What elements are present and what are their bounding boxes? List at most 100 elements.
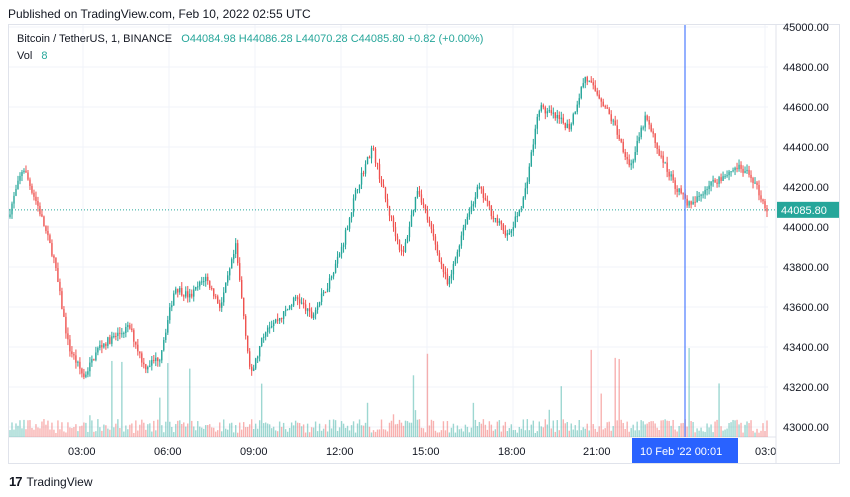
- volume-bar: [444, 430, 447, 437]
- volume-bar: [642, 421, 644, 437]
- candle-body: [616, 125, 618, 135]
- candle-body: [330, 276, 333, 279]
- volume-bar: [694, 432, 696, 437]
- candle-body: [450, 274, 453, 279]
- candle-body: [698, 195, 700, 197]
- volume-bar: [95, 431, 97, 437]
- candle-body: [408, 226, 411, 238]
- candle-body: [468, 211, 471, 217]
- volume-bar: [632, 424, 634, 437]
- volume-bar: [268, 424, 271, 437]
- candle-body: [250, 366, 253, 371]
- volume-bar: [758, 432, 760, 437]
- candle-body: [540, 105, 542, 111]
- volume-bar: [215, 431, 217, 437]
- candle-body: [372, 148, 375, 150]
- candle-body: [510, 230, 513, 234]
- volume-bar: [147, 424, 149, 437]
- volume-bar: [418, 419, 421, 437]
- volume-bar: [338, 427, 341, 437]
- candle-body: [744, 171, 746, 173]
- candle-body: [652, 131, 654, 134]
- x-tick-label: 21:00: [583, 446, 611, 458]
- candle-body: [572, 114, 574, 124]
- volume-bar: [652, 421, 654, 437]
- volume-bar: [744, 424, 746, 437]
- volume-bar: [390, 420, 393, 437]
- volume-bar: [348, 430, 351, 437]
- candle-body: [614, 120, 616, 126]
- candle-body: [278, 317, 281, 321]
- candle-body: [650, 124, 652, 132]
- candle-body: [193, 289, 195, 297]
- volume-bar: [506, 431, 509, 437]
- y-tick-label: 43000.00: [783, 422, 829, 434]
- volume-bar: [524, 430, 527, 437]
- volume-bar: [187, 423, 189, 437]
- candle-body: [71, 351, 73, 355]
- volume-bar: [382, 429, 385, 437]
- candle-body: [604, 106, 606, 108]
- candle-body: [368, 156, 371, 159]
- candle-body: [344, 230, 347, 245]
- volume-bar: [566, 422, 568, 437]
- candle-body: [145, 364, 147, 370]
- volume-bar: [700, 427, 702, 437]
- volume-bar: [85, 422, 87, 437]
- volume-bar: [526, 419, 529, 437]
- volume-bar: [574, 425, 576, 437]
- candle-body: [11, 203, 13, 215]
- volume-bar: [155, 430, 157, 437]
- candle-body: [374, 148, 377, 163]
- volume-bar: [402, 425, 405, 437]
- candle-body: [119, 332, 121, 334]
- candle-body: [346, 228, 349, 231]
- candle-body: [612, 120, 614, 122]
- candle-body: [626, 156, 628, 160]
- candle-body: [179, 288, 181, 293]
- volume-bar: [400, 422, 403, 437]
- volume-bar: [209, 424, 211, 437]
- volume-bar: [766, 420, 768, 437]
- volume-bar: [67, 422, 69, 437]
- candle-body: [576, 104, 578, 112]
- candle-body: [386, 198, 389, 207]
- volume-bar: [282, 422, 285, 437]
- volume-bar: [520, 428, 523, 437]
- candle-body: [494, 218, 497, 220]
- tradingview-logo[interactable]: 17 TradingView: [9, 474, 93, 489]
- candle-body: [402, 250, 405, 252]
- volume-bar: [736, 419, 738, 437]
- candle-body: [620, 139, 622, 142]
- candle-body: [764, 201, 766, 209]
- candle-body: [240, 279, 243, 298]
- volume-bar: [616, 420, 618, 437]
- crosshair-time-label: 10 Feb '22 00:01: [640, 446, 722, 458]
- volume-bar: [288, 427, 291, 437]
- volume-bar: [376, 429, 379, 437]
- candle-body: [292, 297, 295, 306]
- volume-bar: [764, 430, 766, 437]
- volume-bar: [654, 423, 656, 437]
- candle-body: [286, 308, 289, 310]
- last-price-badge: [777, 201, 839, 218]
- candle-body: [500, 221, 503, 225]
- candle-body: [436, 244, 439, 253]
- candle-body: [35, 196, 37, 202]
- volume-bar: [436, 432, 439, 437]
- volume-bar: [127, 429, 129, 437]
- candle-body: [352, 198, 355, 213]
- candle-body: [700, 194, 702, 196]
- candle-body: [81, 368, 83, 374]
- candle-body: [342, 244, 345, 247]
- candle-body: [640, 127, 642, 138]
- candle-body: [394, 227, 397, 237]
- volume-bar: [336, 430, 339, 437]
- volume-bar: [442, 421, 445, 437]
- volume-bar: [726, 428, 728, 437]
- volume-bar: [231, 422, 233, 437]
- volume-bar: [79, 426, 81, 437]
- volume-bar: [740, 422, 742, 437]
- candle-body: [17, 180, 19, 190]
